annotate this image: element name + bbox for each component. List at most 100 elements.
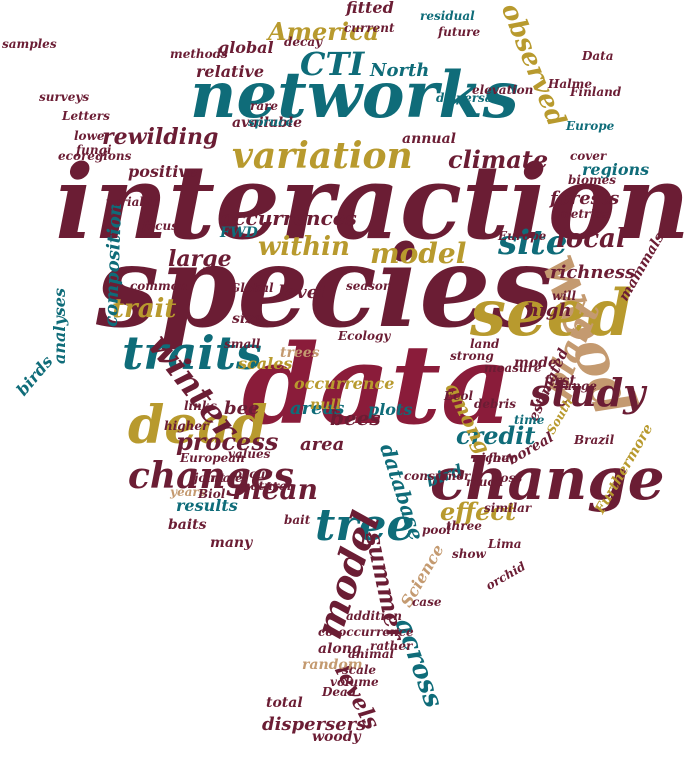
word-baits: baits [168, 517, 207, 533]
word-composition: composition [100, 202, 127, 328]
word-model: model [370, 237, 467, 270]
word-niche: niche [472, 451, 509, 465]
word-large: large [168, 246, 232, 272]
word-plots: plots [368, 400, 413, 419]
word-global: Global [230, 281, 274, 295]
word-cti: CTI [300, 45, 365, 83]
word-focus: focus [142, 219, 178, 233]
word-orchid: orchid [483, 559, 528, 593]
word-pool: pool [422, 523, 451, 537]
word-total: total [266, 695, 303, 711]
word-area: area [300, 434, 345, 455]
word-methods: methods [170, 47, 228, 61]
word-residual: residual [420, 9, 475, 23]
word-local: local [556, 224, 626, 254]
word-dead: Dead [322, 685, 357, 699]
word-europe: Europe [498, 229, 547, 243]
word-networks: networks [190, 58, 519, 133]
word-biol: Biol [198, 487, 226, 501]
word-positive: positive [128, 162, 198, 181]
word-process: process [176, 427, 279, 456]
word-male: male [210, 471, 243, 485]
word-available: available [232, 115, 302, 131]
word-lower: lower [74, 129, 111, 143]
word-richness: richness [550, 262, 636, 283]
word-occurrences: occurrences [220, 206, 357, 230]
word-decay: decay [284, 35, 323, 49]
word-north: North [370, 60, 430, 81]
word-data: data [242, 320, 513, 449]
word-seed: seed [470, 276, 633, 351]
word-results: results [176, 496, 238, 515]
word-current: current [344, 21, 395, 35]
word-rather: rather [370, 639, 413, 653]
word-null: null [310, 397, 341, 413]
word-animal: animal [348, 647, 395, 661]
word-small: small [224, 337, 261, 351]
word-site: site [498, 223, 568, 263]
word-links: links [184, 399, 217, 413]
word-forests: forests [550, 188, 620, 209]
word-samples: samples [2, 37, 57, 51]
word-trait: trait [112, 294, 177, 324]
word-strong: strong [450, 349, 494, 363]
word-mean: mean [232, 473, 318, 506]
word-woody: woody [312, 729, 361, 745]
word-first: first [544, 373, 576, 389]
word-species: species [96, 222, 554, 353]
word-along: along [318, 641, 362, 657]
word-level: level [278, 282, 326, 303]
word-four: four [488, 451, 517, 465]
word-america: America [268, 17, 380, 46]
word-study: study [530, 370, 646, 415]
word-will: will [552, 289, 577, 303]
word-addition: addition [346, 609, 402, 623]
word-climate: climate [448, 145, 549, 174]
word-fungi: fungi [76, 143, 112, 157]
word-size: size [232, 311, 263, 327]
word-surveys: surveys [39, 90, 90, 104]
word-many: many [210, 535, 253, 551]
word-metrics: metrics [558, 207, 609, 221]
word-season: season [346, 279, 392, 293]
word-bait: bait [284, 513, 311, 527]
word-occur: occur [234, 467, 272, 481]
word-lima: Lima [488, 537, 522, 551]
word-loss: loss [496, 471, 523, 485]
word-rare: rare [250, 99, 279, 113]
word-ecoregions: ecoregions [58, 149, 132, 163]
word-higher: higher [164, 419, 209, 433]
word-fwd: FWD [220, 225, 258, 241]
word-rewilding: rewilding [102, 124, 219, 150]
word-time: time [514, 413, 545, 427]
word-co-occurrence: co-occurrence [318, 625, 414, 639]
word-annual: annual [402, 131, 456, 147]
word-land: land [470, 337, 500, 351]
word-within: within [258, 232, 350, 262]
word-common: common [130, 279, 188, 293]
word-trees: trees [280, 345, 320, 361]
word-range: range [558, 379, 597, 393]
word-future: future [438, 25, 481, 39]
word-occurrence: occurrence [294, 374, 395, 393]
word-dispersal: dispersal [436, 91, 498, 105]
word-europe: Europe [566, 119, 615, 133]
word-ecol: Ecol [444, 389, 474, 403]
word-elevation: elevation [472, 83, 534, 97]
word-values: values [228, 447, 271, 461]
word-cover: cover [570, 149, 607, 163]
word-show: show [452, 547, 486, 561]
word-ecology: Ecology [338, 329, 391, 343]
word-analyses: analyses [49, 288, 69, 364]
word-measure: measure [484, 361, 542, 375]
word-high: high [526, 300, 572, 321]
word-similar: similar [484, 501, 532, 515]
word-traits: traits [122, 326, 262, 380]
word-dispersers: dispersers [262, 714, 367, 735]
word-relative: relative [196, 62, 264, 81]
word-credit: credit [456, 421, 536, 450]
word-mode: mode [514, 355, 557, 371]
word-interaction: interaction [55, 143, 690, 263]
word-change: change [430, 445, 665, 513]
